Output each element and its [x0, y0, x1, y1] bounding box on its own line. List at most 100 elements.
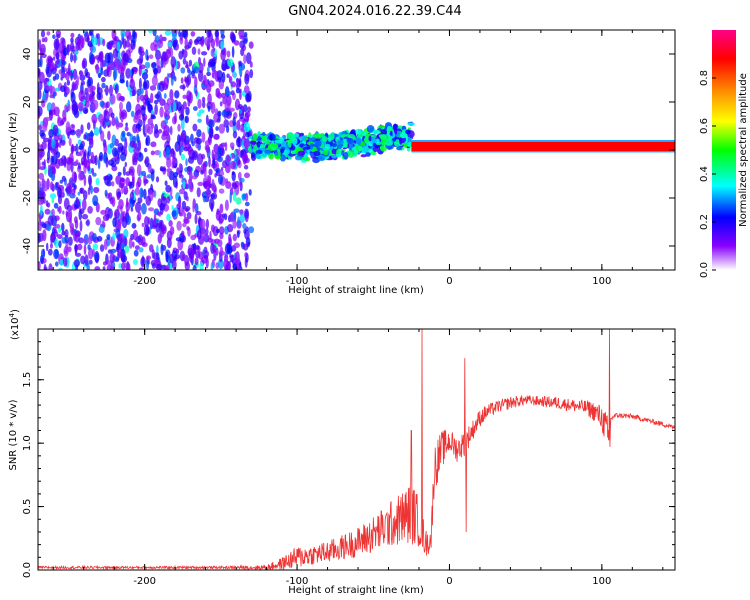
heatmap-cell — [396, 146, 403, 151]
heatmap-cell — [144, 123, 151, 134]
heatmap-cell — [121, 145, 126, 155]
heatmap-cell — [240, 47, 245, 57]
heatmap-cell — [211, 149, 214, 160]
heatmap-cell — [77, 101, 84, 112]
heatmap-cell — [261, 135, 266, 141]
y-tick-label: 0.5 — [22, 499, 33, 515]
heatmap-cell — [224, 100, 231, 112]
heatmap-cell — [208, 119, 215, 128]
heatmap-cell — [227, 224, 234, 233]
heatmap-cell — [77, 162, 81, 170]
heatmap-cell — [195, 143, 199, 149]
heatmap-cell — [192, 202, 195, 213]
heatmap-cell — [38, 71, 45, 84]
heatmap-cell — [132, 176, 135, 187]
heatmap-cell — [173, 76, 177, 82]
x-tick-label: 0 — [446, 276, 452, 287]
heatmap-cell — [202, 101, 206, 109]
heatmap-cell — [227, 156, 232, 162]
heatmap-cell — [208, 168, 213, 176]
heatmap-cell — [52, 56, 56, 61]
heatmap-cell — [213, 133, 220, 140]
heatmap-cell — [44, 91, 48, 101]
spectrogram-ylabel: Frequency (Hz) — [8, 112, 19, 188]
figure-title: GN04.2024.016.22.39.C44 — [288, 4, 462, 19]
heatmap-cell — [224, 141, 228, 152]
heatmap-cell — [140, 88, 144, 95]
heatmap-cell — [79, 187, 85, 194]
snr-multiplier: (x104) — [8, 309, 21, 340]
heatmap-cell — [136, 58, 143, 65]
heatmap-cell — [230, 81, 237, 88]
heatmap-cell — [38, 180, 42, 189]
heatmap-cell — [88, 174, 92, 186]
heatmap-cell — [90, 151, 94, 159]
heatmap-cell — [245, 132, 250, 138]
heatmap-cell — [143, 188, 147, 200]
heatmap-cell — [166, 196, 171, 204]
svg-text:(x104): (x104) — [8, 309, 21, 340]
heatmap-cell — [243, 164, 249, 170]
heatmap-cell — [116, 41, 121, 52]
heatmap-cell — [264, 149, 272, 154]
heatmap-cell — [233, 70, 237, 79]
heatmap-cell — [243, 54, 247, 64]
heatmap-cell — [370, 151, 377, 156]
heatmap-cell — [148, 207, 155, 212]
heatmap-cell — [164, 30, 172, 36]
heatmap-cell — [226, 50, 231, 58]
heatmap-cell — [120, 178, 126, 182]
heatmap-cell — [184, 37, 188, 49]
heatmap-cell — [280, 148, 284, 154]
heatmap-cell — [137, 152, 144, 162]
heatmap-cell — [196, 187, 201, 198]
heatmap-cell — [243, 131, 246, 140]
heatmap-cell — [131, 222, 137, 229]
heatmap-cell — [87, 244, 91, 251]
heatmap-cell — [111, 134, 117, 147]
heatmap-cell — [198, 70, 204, 82]
heatmap-cell — [229, 212, 235, 223]
spectrogram-heatmap — [38, 30, 675, 270]
heatmap-cell — [218, 123, 225, 134]
heatmap-cell — [82, 198, 87, 211]
heatmap-cell — [385, 141, 394, 146]
heatmap-cell — [176, 220, 182, 231]
heatmap-cell — [343, 136, 349, 140]
heatmap-cell — [38, 187, 45, 199]
heatmap-cell — [193, 247, 197, 255]
heatmap-cell — [140, 50, 145, 56]
heatmap-cell — [46, 242, 49, 252]
heatmap-cell — [219, 101, 223, 107]
heatmap-cell — [239, 91, 242, 100]
heatmap-cell — [146, 55, 149, 61]
heatmap-cell — [235, 120, 241, 130]
heatmap-cell — [204, 140, 210, 147]
heatmap-cell — [311, 137, 317, 141]
heatmap-cell — [84, 68, 89, 77]
heatmap-cell — [212, 244, 217, 253]
heatmap-cell — [203, 180, 208, 190]
heatmap-cell — [70, 52, 73, 63]
heatmap-cell — [68, 63, 71, 75]
heatmap-cell — [268, 153, 274, 160]
heatmap-cell — [167, 41, 173, 47]
heatmap-cell — [185, 158, 188, 167]
heatmap-cell — [92, 90, 96, 96]
heatmap-cell — [59, 258, 64, 266]
heatmap-cell — [194, 257, 199, 266]
heatmap-cell — [75, 264, 79, 270]
heatmap-cell — [172, 101, 177, 112]
heatmap-cell — [381, 142, 386, 146]
heatmap-cell — [346, 138, 354, 144]
heatmap-cell — [337, 139, 344, 145]
heatmap-cell — [52, 124, 59, 136]
heatmap-cell — [66, 44, 72, 52]
heatmap-cell — [228, 233, 232, 244]
snr-multiplier-exp: 4 — [8, 312, 16, 317]
heatmap-cell — [103, 142, 107, 154]
heatmap-cell — [204, 77, 208, 87]
heatmap-cell — [53, 229, 58, 234]
heatmap-cell — [55, 87, 60, 92]
heatmap-cell — [149, 217, 154, 230]
